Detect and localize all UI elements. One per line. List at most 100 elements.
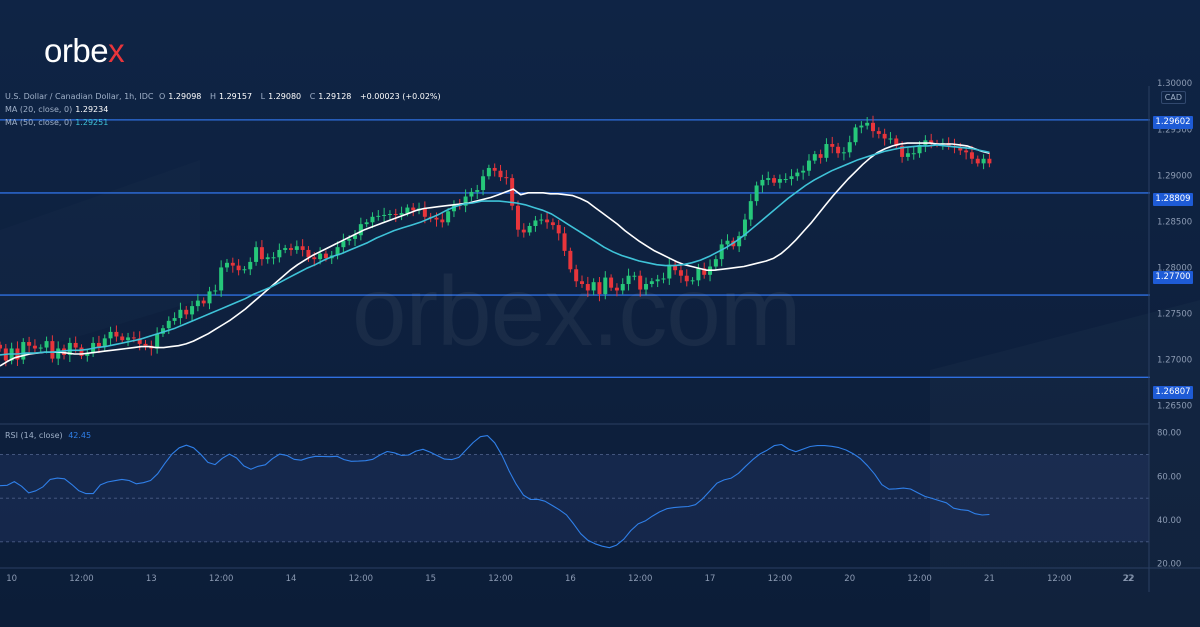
candle-body	[143, 343, 148, 346]
candle-body	[283, 248, 288, 250]
time-tick-label: 12:00	[1047, 574, 1072, 584]
candle-body	[236, 265, 241, 271]
candle-body	[580, 281, 584, 285]
candle-body	[975, 158, 980, 164]
candle-body	[504, 177, 509, 179]
time-tick-label: 16	[565, 574, 576, 584]
candle-body	[405, 207, 410, 214]
candle-body	[585, 284, 590, 291]
time-tick-label: 17	[705, 574, 716, 584]
ma50-value: 1.29251	[75, 118, 109, 127]
candle-body	[277, 249, 282, 258]
candle-body	[527, 225, 532, 233]
candle-body	[702, 268, 707, 275]
candle-body	[521, 229, 526, 233]
candle-body	[836, 146, 841, 154]
candle-body	[556, 225, 561, 234]
candle-body	[108, 331, 113, 339]
candle-body	[166, 320, 171, 329]
candle-body	[632, 275, 637, 277]
candle-body	[777, 179, 782, 183]
candle-body	[719, 244, 724, 260]
candle-body	[545, 219, 550, 223]
candle-body	[644, 284, 649, 290]
candle-body	[964, 150, 969, 153]
time-tick-label: 12:00	[209, 574, 234, 584]
candle-body	[294, 246, 299, 250]
candle-body	[67, 342, 72, 355]
candle-body	[248, 261, 253, 270]
candle-body	[347, 238, 352, 241]
candle-body	[306, 249, 311, 258]
candle-body	[195, 300, 200, 307]
candle-body	[562, 233, 567, 251]
candle-body	[684, 275, 689, 282]
candle-body	[888, 138, 893, 140]
candle-body	[690, 280, 695, 282]
ma20-value: 1.29234	[75, 105, 109, 114]
candle-body	[96, 342, 101, 347]
candle-body	[539, 219, 544, 221]
rsi-band	[0, 454, 1149, 542]
candle-body	[190, 306, 195, 315]
candle-body	[737, 236, 742, 247]
support-resistance-levels	[0, 119, 1150, 378]
candle-body	[323, 253, 328, 259]
candle-body	[207, 291, 212, 304]
candle-body	[85, 353, 90, 356]
rsi-line	[0, 435, 990, 549]
candle-body	[201, 300, 206, 304]
price-tick-label: 1.26500	[1157, 402, 1192, 412]
candle-body	[126, 337, 131, 341]
candle-body	[469, 191, 474, 197]
candle-body	[224, 262, 229, 268]
candle-body	[515, 205, 520, 230]
candle-body	[498, 170, 503, 178]
time-tick-label: 10	[6, 574, 17, 584]
candle-body	[754, 185, 759, 202]
level-tag: 1.26807	[1153, 386, 1193, 399]
candle-body	[510, 178, 515, 206]
candle-body	[259, 247, 264, 260]
candle-body	[422, 208, 427, 217]
ma20-line	[0, 142, 990, 367]
time-tick-label: 13	[146, 574, 157, 584]
candle-body	[434, 217, 439, 220]
candle-body	[38, 347, 43, 349]
price-tick-label: 1.29500	[1157, 125, 1192, 135]
candle-body	[806, 160, 811, 171]
candle-body	[766, 178, 771, 180]
candle-body	[463, 196, 468, 206]
price-tick-label: 1.28000	[1157, 263, 1192, 273]
time-tick-label: 12:00	[69, 574, 94, 584]
rsi-tick-label: 80.00	[1157, 429, 1181, 439]
candle-body	[178, 309, 183, 319]
candle-body	[79, 347, 84, 356]
candle-body	[533, 220, 538, 226]
candle-body	[859, 125, 864, 128]
symbol-name: U.S. Dollar / Canadian Dollar, 1h, IDC	[5, 92, 154, 101]
candle-body	[673, 264, 678, 271]
candle-body	[335, 247, 340, 256]
time-tick-label: 22	[1123, 574, 1134, 584]
candle-body	[853, 127, 858, 143]
candle-body	[120, 336, 125, 341]
candle-body	[44, 341, 49, 348]
candle-body	[638, 275, 643, 290]
candle-body	[0, 344, 2, 349]
candle-body	[871, 122, 875, 132]
candle-body	[137, 338, 142, 344]
candle-body	[824, 144, 829, 158]
candle-body	[725, 240, 730, 245]
rsi-legend: RSI (14, close) 42.45	[5, 431, 92, 440]
candle-body	[446, 211, 451, 223]
logo-x: x	[108, 32, 125, 69]
candle-body	[387, 214, 392, 216]
candle-body	[667, 264, 672, 279]
candle-body	[102, 338, 107, 347]
price-tick-label: 1.29000	[1157, 171, 1192, 181]
candle-body	[21, 342, 26, 360]
candle-body	[341, 240, 346, 248]
candle-body	[160, 328, 165, 334]
candle-body	[678, 270, 683, 276]
